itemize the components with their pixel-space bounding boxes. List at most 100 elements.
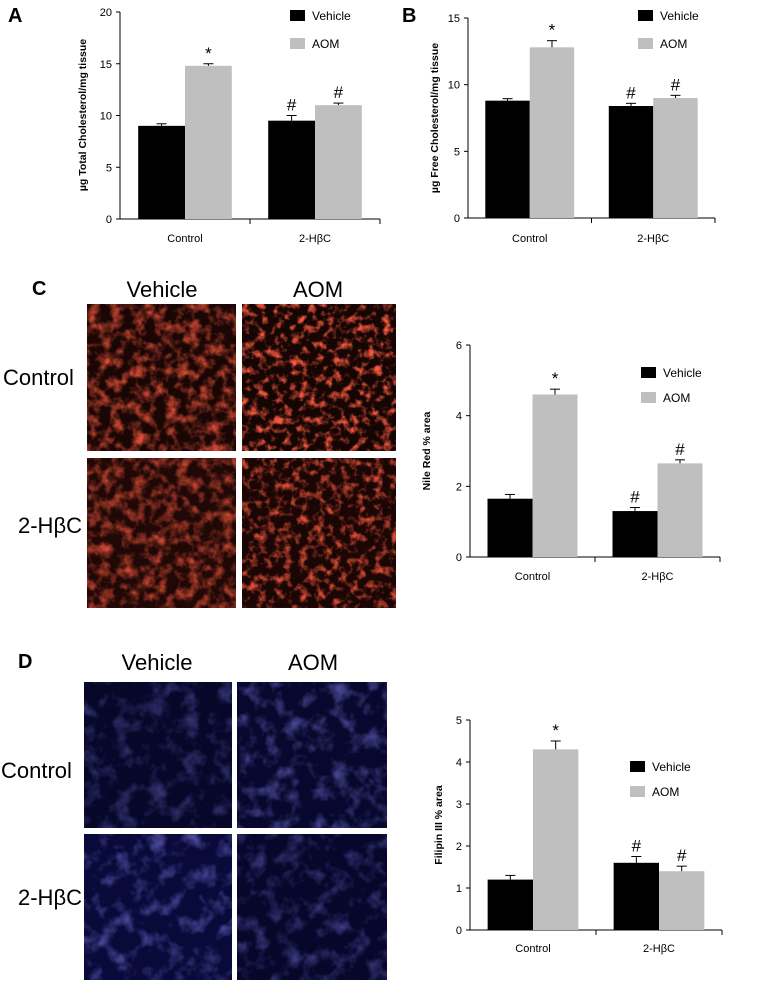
legend-swatch-aom xyxy=(638,38,653,49)
grid-d-row-label-2hbc: 2-HβC xyxy=(18,885,82,910)
significance-mark: * xyxy=(552,721,559,740)
y-tick-label: 15 xyxy=(448,13,460,25)
legend-swatch-aom xyxy=(641,392,656,403)
x-category-label: 2-HβC xyxy=(642,571,674,583)
bar-aom-1 xyxy=(659,871,705,930)
grid-c-row-label-2hbc: 2-HβC xyxy=(18,513,82,538)
bar-vehicle-1 xyxy=(613,862,659,930)
bar-vehicle-0 xyxy=(487,498,533,557)
bar-vehicle-1 xyxy=(268,120,315,219)
y-tick-label: 5 xyxy=(454,146,460,158)
x-category-label: 2-HβC xyxy=(299,233,331,245)
legend-label-vehicle: Vehicle xyxy=(652,760,691,774)
chart-filipin: 0 1 2 3 4 5 Filipin III % area Control * 2-HβC # # V… xyxy=(433,715,723,955)
x-category-label: Control xyxy=(167,233,202,245)
y-axis-label: µg Total Cholesterol/mg tissue xyxy=(77,39,89,191)
panel-label-d: D xyxy=(18,651,32,673)
y-tick-label: 15 xyxy=(100,59,112,71)
significance-mark: # xyxy=(632,837,642,856)
grid-c-col-label-aom: AOM xyxy=(293,277,343,302)
legend-label-aom: AOM xyxy=(660,37,687,51)
significance-mark: # xyxy=(675,440,685,459)
bar-vehicle-0 xyxy=(485,100,530,218)
y-tick-label: 5 xyxy=(456,715,462,727)
micrograph-d-control-aom xyxy=(237,682,387,828)
significance-mark: # xyxy=(671,75,681,94)
micrograph-c-2hbc-vehicle xyxy=(87,458,236,608)
y-tick-label: 0 xyxy=(456,552,462,564)
bar-vehicle-1 xyxy=(612,511,658,557)
legend-swatch-aom xyxy=(630,786,645,797)
bar-aom-0 xyxy=(533,749,579,930)
legend-swatch-vehicle xyxy=(638,10,653,21)
legend-swatch-vehicle xyxy=(630,761,645,772)
legend-label-aom: AOM xyxy=(652,785,679,799)
legend-label-vehicle: Vehicle xyxy=(312,9,351,23)
y-tick-label: 0 xyxy=(454,213,460,225)
significance-mark: # xyxy=(334,83,344,102)
micrograph-c-control-vehicle xyxy=(87,304,236,451)
bar-vehicle-0 xyxy=(138,125,185,219)
x-category-label: Control xyxy=(515,943,550,955)
legend-label-aom: AOM xyxy=(663,391,690,405)
filipin-image-grid: Vehicle AOM Control 2-HβC xyxy=(1,650,387,980)
y-tick-label: 10 xyxy=(100,111,112,123)
bar-aom-0 xyxy=(529,47,575,219)
y-tick-label: 5 xyxy=(106,162,112,174)
x-category-label: 2-HβC xyxy=(637,233,669,245)
grid-c-row-label-control: Control xyxy=(3,365,74,390)
y-tick-label: 10 xyxy=(448,80,460,92)
legend-swatch-vehicle xyxy=(641,367,656,378)
bar-vehicle-1 xyxy=(608,106,654,218)
y-tick-label: 6 xyxy=(456,340,462,352)
nile-red-image-grid: Vehicle AOM Control 2-HβC xyxy=(3,277,396,608)
chart-free-cholesterol: 0 5 10 15 µg Free Cholesterol/mg tissue Contr… xyxy=(429,9,716,245)
significance-mark: * xyxy=(205,44,212,63)
y-tick-label: 0 xyxy=(106,214,112,226)
x-category-label: Control xyxy=(515,571,550,583)
y-axis-label: Nile Red % area xyxy=(421,411,433,490)
legend-swatch-vehicle xyxy=(290,10,305,21)
chart-total-cholesterol: 0 5 10 15 20 µg Total Cholesterol/mg tissue Co… xyxy=(77,7,381,245)
significance-mark: # xyxy=(626,83,636,102)
x-category-label: Control xyxy=(512,233,547,245)
y-axis-label: Filipin III % area xyxy=(433,785,445,865)
x-category-label: 2-HβC xyxy=(643,943,675,955)
grid-d-col-label-aom: AOM xyxy=(288,650,338,675)
legend-label-vehicle: Vehicle xyxy=(663,366,702,380)
y-tick-label: 2 xyxy=(456,841,462,853)
grid-d-col-label-vehicle: Vehicle xyxy=(122,650,193,675)
grid-d-row-label-control: Control xyxy=(1,758,72,783)
y-axis-label: µg Free Cholesterol/mg tissue xyxy=(429,43,441,193)
micrograph-d-2hbc-aom xyxy=(237,834,387,980)
chart-nile-red: 0 2 4 6 Nile Red % area Control * 2-HβC # # Vehicl… xyxy=(421,340,721,583)
legend-swatch-aom xyxy=(290,38,305,49)
bar-aom-0 xyxy=(185,65,232,219)
y-tick-label: 2 xyxy=(456,481,462,493)
y-tick-label: 4 xyxy=(456,411,462,423)
micrograph-c-2hbc-aom xyxy=(242,458,396,608)
significance-mark: # xyxy=(630,488,640,507)
y-tick-label: 3 xyxy=(456,799,462,811)
panel-label-b: B xyxy=(402,5,416,27)
y-tick-label: 4 xyxy=(456,757,462,769)
bar-aom-1 xyxy=(653,98,698,218)
y-tick-label: 1 xyxy=(456,883,462,895)
bar-vehicle-0 xyxy=(487,879,533,930)
bar-aom-1 xyxy=(315,105,362,219)
micrograph-d-control-vehicle xyxy=(84,682,232,828)
bar-aom-1 xyxy=(657,463,703,557)
y-tick-label: 20 xyxy=(100,7,112,19)
panel-label-a: A xyxy=(8,5,22,27)
grid-c-col-label-vehicle: Vehicle xyxy=(127,277,198,302)
significance-mark: # xyxy=(287,96,297,115)
significance-mark: * xyxy=(549,21,556,40)
panel-label-c: C xyxy=(32,278,46,300)
micrograph-c-control-aom xyxy=(242,304,396,451)
significance-mark: # xyxy=(677,846,687,865)
legend-label-vehicle: Vehicle xyxy=(660,9,699,23)
significance-mark: * xyxy=(552,369,559,388)
micrograph-d-2hbc-vehicle xyxy=(84,834,232,980)
legend-label-aom: AOM xyxy=(312,37,339,51)
